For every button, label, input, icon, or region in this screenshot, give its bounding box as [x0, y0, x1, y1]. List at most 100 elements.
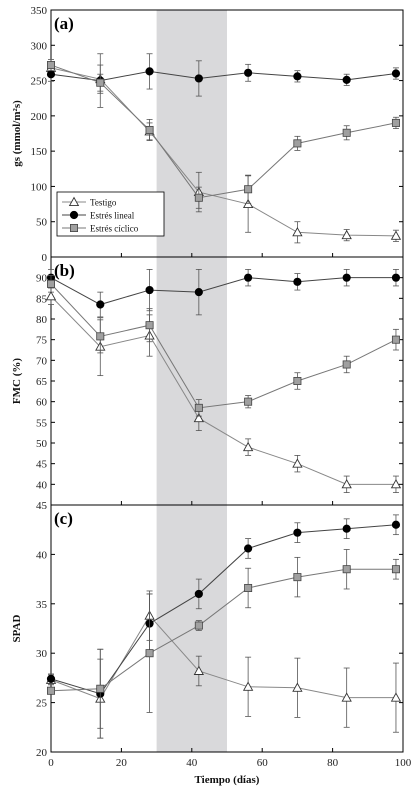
data-point — [194, 74, 203, 83]
series-line — [50, 70, 397, 82]
legend-label: Estrés lineal — [90, 211, 135, 221]
data-point — [391, 335, 400, 344]
y-tick-label: 40 — [36, 549, 48, 561]
panel-a: 0 50 100 150 200 250 300 350 gs (mmol/m²s) (a) Tes… — [11, 5, 404, 264]
data-point — [342, 565, 351, 574]
x-tick-label: 60 — [257, 757, 269, 769]
data-point — [293, 573, 302, 582]
x-tick-label: 40 — [186, 757, 198, 769]
data-point — [145, 125, 154, 134]
data-point — [145, 649, 154, 658]
data-point — [242, 681, 254, 691]
data-point — [391, 565, 400, 574]
data-point — [293, 139, 302, 148]
data-point — [145, 285, 154, 295]
y-tick-label: 80 — [36, 314, 48, 326]
data-point — [390, 692, 402, 702]
data-point — [242, 441, 254, 452]
stress-period-band — [156, 10, 227, 752]
y-tick-label: 75 — [36, 335, 48, 347]
y-tick-label: 300 — [31, 40, 48, 52]
data-point — [390, 230, 402, 240]
x-tick-label: 100 — [395, 757, 412, 769]
y-axis-label: FMC (%) — [11, 358, 23, 404]
data-point — [47, 686, 56, 695]
data-point — [145, 67, 154, 76]
legend-marker — [69, 210, 79, 220]
series-estrés-lineal — [46, 53, 401, 108]
y-tick-label: 65 — [36, 376, 48, 388]
data-point — [292, 458, 303, 468]
series-line — [50, 524, 396, 695]
data-point — [292, 226, 303, 237]
y-tick-label: 50 — [36, 438, 48, 450]
data-point — [293, 277, 302, 286]
data-point — [47, 61, 56, 70]
x-tick-label: 0 — [48, 757, 54, 769]
x-tick-label: 80 — [327, 757, 339, 769]
data-point — [341, 229, 352, 240]
series-estrés-cíclico — [47, 275, 400, 417]
legend-marker — [70, 223, 79, 232]
data-point — [391, 273, 401, 282]
data-point — [193, 412, 205, 423]
y-tick-label: 45 — [36, 459, 48, 471]
data-point — [293, 72, 302, 81]
data-point — [391, 118, 400, 127]
data-point — [46, 70, 56, 79]
y-axis-label: gs (mmol/m²s) — [11, 100, 23, 167]
series-line — [50, 295, 396, 485]
data-point — [244, 273, 253, 282]
data-point — [342, 524, 351, 533]
data-point — [391, 520, 401, 529]
data-point — [194, 621, 203, 630]
y-tick-label: 100 — [31, 181, 48, 193]
data-point — [244, 544, 253, 553]
data-point — [194, 288, 203, 297]
y-tick-label: 25 — [36, 698, 48, 710]
data-point — [193, 665, 205, 675]
series-estrés-lineal — [46, 268, 401, 318]
data-point — [244, 68, 253, 77]
data-point — [341, 479, 352, 489]
data-point — [244, 185, 253, 194]
legend-marker — [68, 196, 80, 206]
series-line — [50, 283, 397, 409]
data-point — [45, 290, 57, 301]
y-tick-label: 150 — [31, 146, 48, 158]
panel-frame — [50, 504, 404, 753]
data-point — [47, 279, 56, 288]
legend-entry: Testigo — [62, 196, 117, 208]
y-axis-label: SPAD — [11, 614, 23, 642]
legend: Testigo Estrés lineal Estrés cíclico — [56, 191, 165, 237]
x-tick-label: 20 — [116, 757, 128, 769]
data-point — [46, 674, 56, 683]
legend-label: Estrés cíclico — [90, 224, 139, 234]
y-tick-label: 0 — [42, 252, 48, 264]
y-tick-label: 50 — [36, 217, 48, 229]
series-line — [50, 277, 396, 306]
data-point — [96, 300, 105, 309]
y-tick-label: 350 — [31, 5, 48, 17]
data-point — [96, 78, 105, 87]
panel-b: 40 45 50 55 60 65 70 75 80 85 90 FMC (%) (b) — [11, 256, 404, 506]
y-tick-label: 45 — [36, 500, 48, 512]
y-tick-label: 250 — [31, 76, 48, 88]
data-point — [96, 684, 105, 693]
data-point — [244, 583, 253, 592]
y-tick-label: 20 — [36, 747, 48, 759]
data-point — [96, 332, 105, 341]
y-tick-label: 35 — [36, 599, 48, 611]
series-line — [50, 568, 396, 692]
panel-label: (b) — [54, 261, 75, 280]
data-point — [145, 321, 154, 330]
data-point — [293, 376, 302, 385]
series-line — [50, 614, 396, 700]
data-point — [244, 397, 253, 406]
data-point — [341, 692, 352, 702]
y-tick-label: 30 — [36, 648, 48, 660]
y-tick-label: 200 — [31, 111, 48, 123]
series-estrés-cíclico — [47, 549, 400, 729]
